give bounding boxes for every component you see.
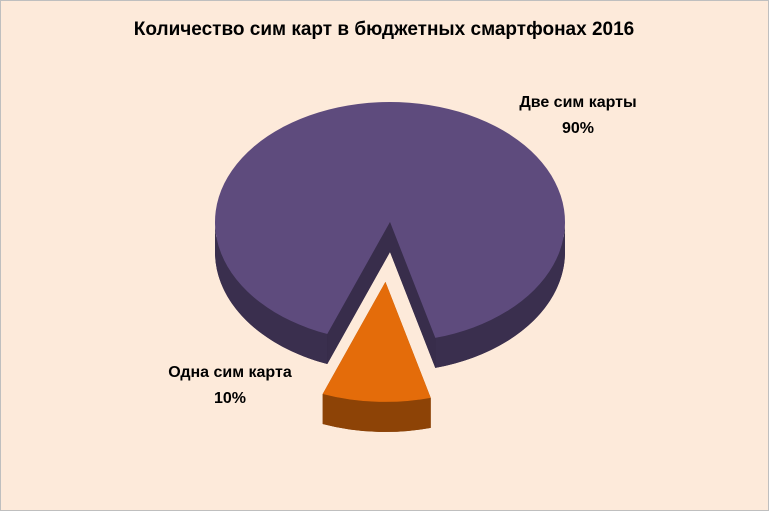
slice-label: Две сим карты [519, 94, 636, 111]
slice-wall [435, 222, 565, 368]
chart-title: Количество сим карт в бюджетных смартфон… [134, 19, 634, 40]
pie-slice [215, 102, 565, 338]
slice-side [327, 222, 390, 365]
slice-value-label: 10% [214, 390, 246, 407]
slice-side [390, 222, 436, 368]
slice-label: Одна сим карта [168, 364, 292, 381]
slice-wall [322, 393, 431, 432]
slice-wall [215, 222, 328, 365]
slice-value-label: 90% [562, 120, 594, 137]
pie-slice [322, 281, 431, 402]
